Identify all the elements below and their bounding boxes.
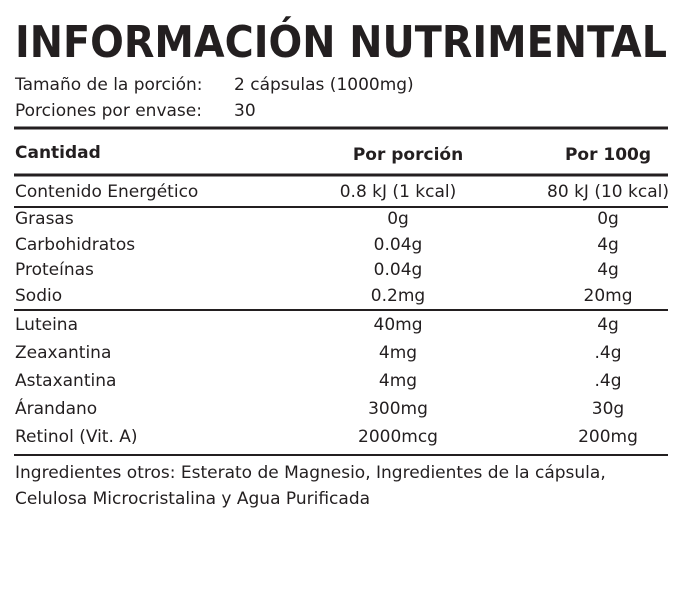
row-value: 0.04g	[374, 260, 423, 280]
row-label: Luteina	[15, 315, 78, 335]
row-label: Astaxantina	[15, 371, 116, 391]
row-value: 200mg	[578, 427, 638, 447]
row-value: 0g	[387, 209, 409, 229]
row-value: .4g	[594, 371, 621, 391]
row-value: 0.8 kJ (1 kcal)	[340, 182, 457, 202]
row-label: Contenido Energético	[15, 182, 198, 202]
row-label: Zeaxantina	[15, 343, 111, 363]
row-value: 300mg	[368, 399, 428, 419]
row-value: 4mg	[379, 343, 417, 363]
serving-size-label: Tamaño de la porción:	[14, 75, 203, 95]
row-value: 0.2mg	[371, 286, 425, 306]
row-value: 4g	[597, 315, 619, 335]
serving-size-value: 2 cápsulas (1000mg)	[234, 75, 414, 95]
row-value: .4g	[594, 343, 621, 363]
column-header: Por 100g	[565, 145, 651, 165]
row-value: 4mg	[379, 371, 417, 391]
row-value: 4g	[597, 235, 619, 255]
row-value: 40mg	[374, 315, 423, 335]
row-label: Sodio	[15, 286, 62, 306]
row-label: Carbohidratos	[15, 235, 135, 255]
title: INFORMACIÓN NUTRIMENTAL	[15, 15, 667, 68]
row-value: 0.04g	[374, 235, 423, 255]
row-label: Proteínas	[15, 260, 94, 280]
row-label: Árandano	[15, 397, 97, 419]
row-value: 0g	[597, 209, 619, 229]
column-header: Cantidad	[15, 143, 101, 163]
servings-value: 30	[234, 101, 256, 121]
column-header: Por porción	[353, 145, 463, 165]
row-value: 4g	[597, 260, 619, 280]
servings-label: Porciones por envase:	[15, 101, 202, 121]
row-label: Retinol (Vit. A)	[15, 427, 138, 447]
ingredients: Celulosa Microcristalina y Agua Purifica…	[15, 489, 370, 509]
row-value: 20mg	[584, 286, 633, 306]
ingredients: Ingredientes otros: Esterato de Magnesio…	[15, 463, 606, 483]
row-value: 2000mcg	[358, 427, 438, 447]
row-value: 30g	[592, 399, 624, 419]
row-value: 80 kJ (10 kcal)	[547, 182, 669, 202]
row-label: Grasas	[15, 209, 74, 229]
